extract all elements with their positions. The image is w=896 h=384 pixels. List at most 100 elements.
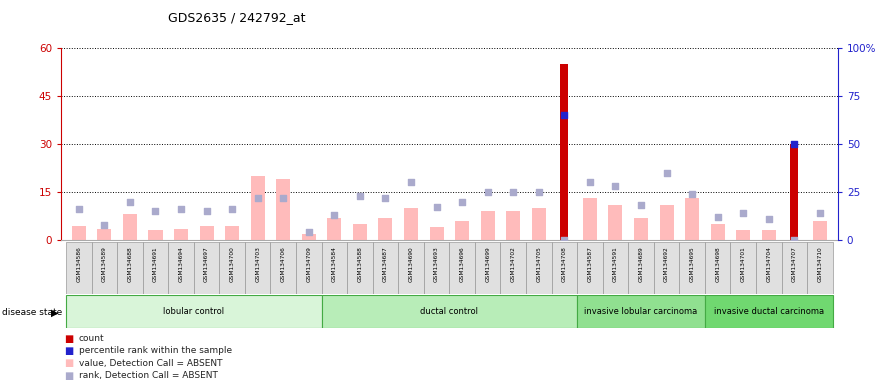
Bar: [475, 242, 501, 294]
Text: GSM134694: GSM134694: [178, 246, 184, 282]
Point: [813, 210, 827, 216]
Text: GSM134707: GSM134707: [792, 246, 797, 282]
Text: GSM134702: GSM134702: [511, 246, 516, 282]
Bar: [807, 242, 832, 294]
Point: [762, 216, 776, 222]
Bar: [149, 230, 162, 240]
Bar: [628, 242, 654, 294]
Bar: [561, 64, 568, 240]
Point: [276, 195, 290, 201]
Bar: [450, 242, 475, 294]
Bar: [583, 199, 597, 240]
Text: percentile rank within the sample: percentile rank within the sample: [79, 346, 232, 356]
Text: invasive lobular carcinoma: invasive lobular carcinoma: [584, 307, 698, 316]
Point: [582, 179, 597, 185]
Text: GSM134586: GSM134586: [76, 246, 82, 282]
Bar: [705, 242, 730, 294]
Bar: [577, 295, 705, 328]
Text: lobular control: lobular control: [163, 307, 224, 316]
Bar: [66, 242, 91, 294]
Bar: [168, 242, 194, 294]
Text: GSM134701: GSM134701: [741, 246, 745, 282]
Point: [506, 189, 521, 195]
Text: ■: ■: [65, 358, 73, 368]
Bar: [347, 242, 373, 294]
Text: rank, Detection Call = ABSENT: rank, Detection Call = ABSENT: [79, 371, 218, 380]
Point: [455, 199, 470, 205]
Text: GSM134589: GSM134589: [102, 246, 107, 282]
Text: value, Detection Call = ABSENT: value, Detection Call = ABSENT: [79, 359, 222, 368]
Text: ductal control: ductal control: [420, 307, 478, 316]
Bar: [781, 242, 807, 294]
Text: ■: ■: [65, 346, 73, 356]
Point: [302, 229, 316, 235]
Text: GSM134698: GSM134698: [715, 246, 720, 282]
Bar: [603, 242, 628, 294]
Point: [72, 206, 86, 212]
Text: GSM134689: GSM134689: [639, 246, 643, 282]
Bar: [480, 211, 495, 240]
Bar: [296, 242, 322, 294]
Bar: [711, 224, 725, 240]
Bar: [322, 295, 577, 328]
Text: invasive ductal carcinoma: invasive ductal carcinoma: [714, 307, 823, 316]
Text: GSM134584: GSM134584: [332, 246, 337, 282]
Point: [480, 189, 495, 195]
Bar: [398, 242, 424, 294]
Bar: [531, 208, 546, 240]
Text: ▶: ▶: [51, 308, 58, 318]
Point: [327, 212, 341, 218]
Bar: [679, 242, 705, 294]
Text: GSM134695: GSM134695: [690, 246, 694, 282]
Bar: [98, 229, 111, 240]
Bar: [271, 242, 296, 294]
Point: [711, 214, 725, 220]
Text: GSM134710: GSM134710: [817, 246, 823, 282]
Point: [353, 193, 367, 199]
Text: GSM134706: GSM134706: [280, 246, 286, 282]
Text: GSM134591: GSM134591: [613, 246, 618, 282]
Bar: [424, 242, 450, 294]
Bar: [353, 224, 367, 240]
Bar: [429, 227, 444, 240]
Text: GSM134709: GSM134709: [306, 246, 311, 282]
Text: GSM134704: GSM134704: [766, 246, 771, 282]
Bar: [634, 218, 648, 240]
Point: [149, 208, 163, 214]
Bar: [506, 211, 521, 240]
Bar: [117, 242, 142, 294]
Text: GSM134697: GSM134697: [204, 246, 209, 282]
Text: GSM134699: GSM134699: [485, 246, 490, 282]
Bar: [194, 242, 220, 294]
Bar: [737, 230, 750, 240]
Bar: [552, 242, 577, 294]
Text: GSM134588: GSM134588: [358, 246, 362, 282]
Point: [633, 202, 648, 209]
Point: [557, 112, 572, 118]
Text: GSM134692: GSM134692: [664, 246, 669, 282]
Point: [788, 141, 802, 147]
Text: GSM134690: GSM134690: [409, 246, 414, 282]
Point: [557, 237, 572, 243]
Point: [608, 183, 623, 189]
Bar: [245, 242, 271, 294]
Bar: [327, 218, 341, 240]
Text: ■: ■: [65, 334, 73, 344]
Text: GSM134687: GSM134687: [383, 246, 388, 282]
Text: ■: ■: [65, 371, 73, 381]
Point: [97, 222, 111, 228]
Point: [174, 206, 188, 212]
Point: [659, 170, 674, 176]
Bar: [705, 295, 832, 328]
Bar: [225, 226, 239, 240]
Text: GSM134708: GSM134708: [562, 246, 567, 282]
Bar: [302, 233, 315, 240]
Point: [123, 199, 137, 205]
Bar: [251, 176, 264, 240]
Bar: [200, 226, 213, 240]
Bar: [72, 226, 86, 240]
Point: [788, 237, 802, 243]
Bar: [91, 242, 117, 294]
Text: disease state: disease state: [2, 308, 62, 318]
Text: GSM134693: GSM134693: [434, 246, 439, 282]
